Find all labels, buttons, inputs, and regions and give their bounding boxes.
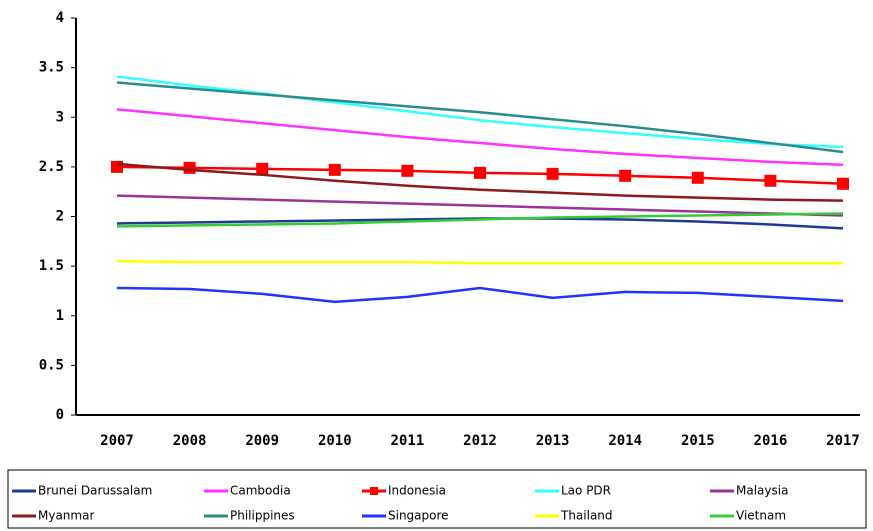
marker [619,169,632,182]
marker [691,171,704,184]
legend-box [7,469,867,529]
x-tick-label: 2016 [754,433,788,449]
series-line [116,194,844,217]
x-tick-label: 2014 [608,433,642,449]
marker [546,167,559,180]
series-line [116,286,844,304]
x-tick-label: 2010 [318,433,352,449]
y-tick-label: 1 [56,308,64,324]
legend-label: Myanmar [38,509,94,523]
marker [837,177,849,190]
y-tick-label: 1.5 [39,258,64,274]
legend-label: Cambodia [230,484,291,498]
legend-label: Thailand [560,509,613,523]
marker [256,162,269,175]
legend-label: Lao PDR [561,484,611,498]
y-tick-label: 4 [56,10,64,26]
x-tick-label: 2015 [681,433,715,449]
legend-label: Brunei Darussalam [38,484,152,498]
legend-label: Philippines [230,509,295,523]
y-tick-label: 0 [56,407,64,423]
x-tick-label: 2012 [463,433,497,449]
x-tick-label: 2017 [826,433,860,449]
marker [328,163,341,176]
legend-label: Singapore [388,509,449,523]
series-line [116,212,844,228]
legend-label: Vietnam [736,509,786,523]
legend-label: Indonesia [388,484,446,498]
y-tick-label: 0.5 [39,357,64,373]
x-tick-label: 2008 [173,433,207,449]
marker [474,166,486,179]
x-tick-label: 2009 [245,433,279,449]
series-line [116,259,843,265]
series-line [116,81,844,154]
series-line [116,108,844,167]
y-tick-label: 3.5 [39,60,64,76]
y-tick-label: 2.5 [39,159,64,175]
legend-marker [370,487,378,495]
x-tick-label: 2013 [536,433,570,449]
marker [183,161,196,174]
x-tick-label: 2007 [100,433,134,449]
marker [401,164,414,177]
marker [111,160,123,173]
marker [764,174,777,187]
legend-label: Malaysia [736,484,788,498]
series-line [116,75,844,149]
y-tick-label: 3 [56,109,64,125]
y-tick-label: 2 [56,209,64,225]
series-line [116,162,844,202]
x-tick-label: 2011 [391,433,425,449]
